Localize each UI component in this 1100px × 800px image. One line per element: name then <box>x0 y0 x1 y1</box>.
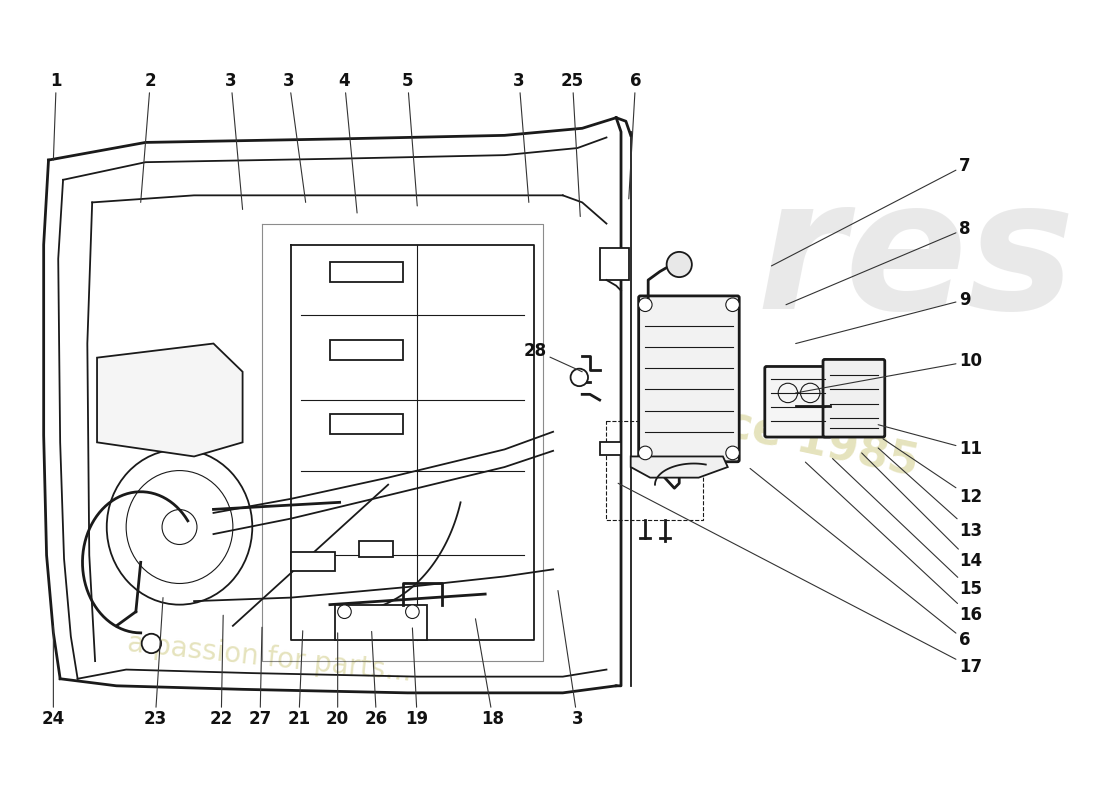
Text: 12: 12 <box>883 439 982 506</box>
Text: 4: 4 <box>339 72 358 213</box>
Polygon shape <box>630 457 728 478</box>
Circle shape <box>571 369 588 386</box>
Circle shape <box>142 634 161 653</box>
Bar <box>600 442 621 455</box>
Text: 21: 21 <box>287 630 310 728</box>
Circle shape <box>726 298 739 311</box>
Circle shape <box>638 446 652 460</box>
Text: 9: 9 <box>795 290 970 343</box>
Text: 25: 25 <box>561 72 584 217</box>
Text: 3: 3 <box>558 590 583 728</box>
Text: 3: 3 <box>284 72 306 202</box>
FancyBboxPatch shape <box>764 366 832 437</box>
FancyBboxPatch shape <box>639 296 739 462</box>
Circle shape <box>338 605 351 618</box>
Text: 18: 18 <box>475 618 505 728</box>
Text: 26: 26 <box>365 631 388 728</box>
Bar <box>330 262 403 282</box>
Bar <box>292 552 334 571</box>
Text: 8: 8 <box>786 220 970 305</box>
Text: res: res <box>757 171 1076 347</box>
Text: 28: 28 <box>524 342 582 372</box>
Text: 11: 11 <box>878 425 981 458</box>
FancyBboxPatch shape <box>823 359 884 437</box>
Text: 17: 17 <box>618 483 982 676</box>
Bar <box>359 541 393 557</box>
Text: 24: 24 <box>42 626 65 728</box>
Bar <box>334 605 427 640</box>
Bar <box>606 421 704 520</box>
Text: 2: 2 <box>141 72 156 202</box>
Text: 3: 3 <box>226 72 243 210</box>
Text: 16: 16 <box>805 462 981 624</box>
Text: 10: 10 <box>795 352 981 393</box>
Circle shape <box>726 446 739 460</box>
Text: 22: 22 <box>210 615 233 728</box>
Text: 7: 7 <box>771 157 970 266</box>
Text: 6: 6 <box>629 72 641 199</box>
Text: 1: 1 <box>51 72 62 160</box>
Text: 27: 27 <box>249 627 272 728</box>
Text: 14: 14 <box>861 453 982 570</box>
Bar <box>330 340 403 360</box>
Text: 13: 13 <box>878 448 982 539</box>
Polygon shape <box>97 343 243 457</box>
Circle shape <box>667 252 692 277</box>
Bar <box>600 248 629 280</box>
Text: a passion for parts...: a passion for parts... <box>126 629 414 686</box>
Text: 5: 5 <box>402 72 417 206</box>
Text: 19: 19 <box>406 628 429 728</box>
Text: 15: 15 <box>833 458 981 598</box>
Text: since 1985: since 1985 <box>650 386 923 484</box>
Text: 20: 20 <box>326 633 349 728</box>
Text: 3: 3 <box>514 72 529 202</box>
Text: 6: 6 <box>750 469 970 649</box>
Text: 23: 23 <box>144 598 167 728</box>
Bar <box>330 414 403 434</box>
Circle shape <box>406 605 419 618</box>
Circle shape <box>638 298 652 311</box>
